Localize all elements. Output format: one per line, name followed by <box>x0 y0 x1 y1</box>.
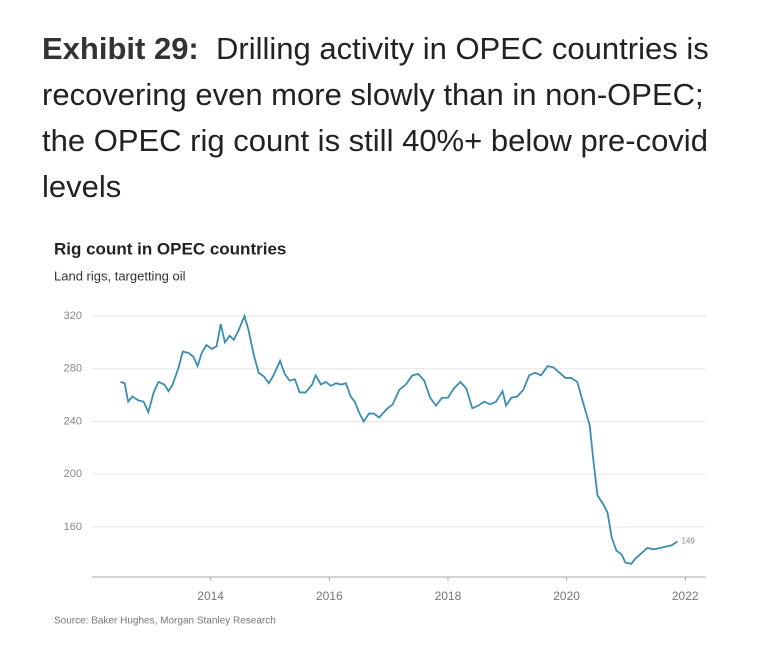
x-tick-label: 2014 <box>197 589 224 603</box>
chart-subtitle: Land rigs, targetting oil <box>54 268 186 283</box>
x-tick-label: 2018 <box>435 589 462 603</box>
chart-title: Rig count in OPEC countries <box>54 239 286 258</box>
headline-block: Exhibit 29: Drilling activity in OPEC co… <box>42 26 742 210</box>
end-label: 149 <box>682 537 696 546</box>
y-tick-label: 160 <box>64 521 82 533</box>
exhibit-label: Exhibit 29: <box>42 31 199 66</box>
x-tick-label: 2020 <box>553 589 580 603</box>
y-tick-label: 280 <box>64 363 82 375</box>
x-tick-label: 2016 <box>316 589 343 603</box>
y-tick-label: 200 <box>64 468 82 480</box>
source: Source: Baker Hughes, Morgan Stanley Res… <box>54 616 276 627</box>
x-tick-label: 2022 <box>672 589 699 603</box>
y-tick-label: 320 <box>64 310 82 322</box>
line <box>120 313 679 565</box>
y-tick-label: 240 <box>64 415 82 427</box>
headline: Drilling activity in OPEC countries is r… <box>42 31 709 204</box>
